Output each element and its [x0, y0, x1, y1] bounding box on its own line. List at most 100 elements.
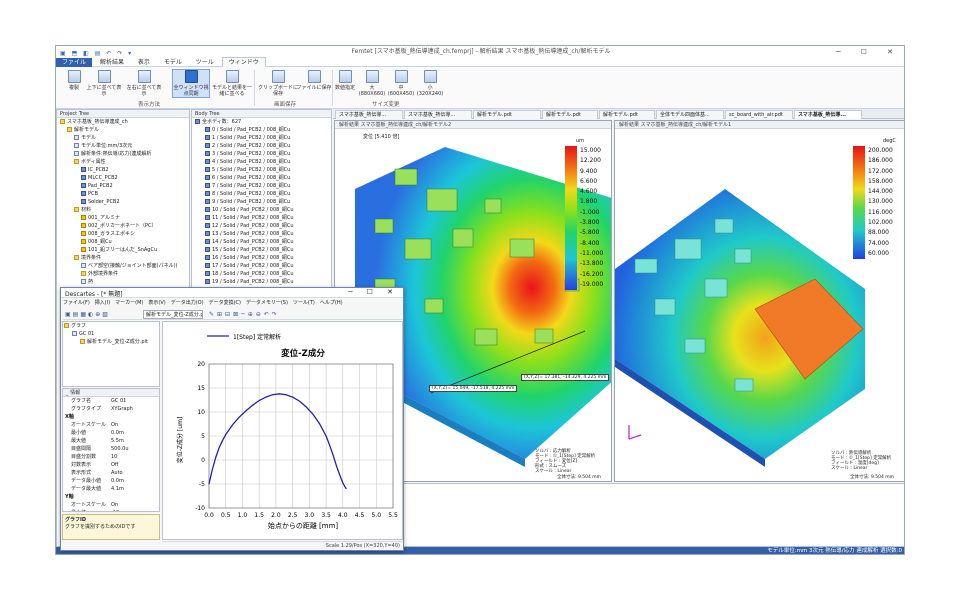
project-tree-item[interactable]: 008_銅Cu [57, 238, 189, 246]
property-row[interactable]: グラフタイプ XYGraph [63, 405, 159, 413]
body-tree-item[interactable]: 19 / Solid / Pad_PCB2 / 008_銅Cu [192, 278, 331, 286]
menu-file[interactable]: ファイル [56, 58, 93, 68]
project-tree-item[interactable]: 境界条件 [57, 254, 189, 262]
model-result-button[interactable]: モデルと結果を一緒に並べる [211, 70, 253, 97]
small-size-button[interactable]: 小(320X240) [415, 70, 445, 97]
menu-window[interactable]: ウィンドウ [221, 57, 266, 67]
descartes-menu-item[interactable]: ヘルプ(H) [319, 300, 343, 306]
descartes-menu-item[interactable]: ツール(T) [292, 300, 315, 306]
result-view-temperature[interactable]: 解析結果 スマホ基板_熱伝導連成_ch/解析モデル1 [614, 120, 904, 482]
property-row[interactable]: 最小値 0.0m [63, 429, 159, 437]
dataset-select[interactable]: 解析モデル_変位-Z成分.p [143, 310, 203, 319]
doc-tab[interactable]: 全体モデル四面体基... [656, 110, 724, 119]
descartes-menu-item[interactable]: データメモリー(S) [245, 300, 288, 306]
project-tree-item[interactable]: モデル [57, 134, 189, 142]
project-tree-item[interactable]: Pad_PCB2 [57, 182, 189, 190]
project-tree-item[interactable]: スマホ基板_熱伝導連成_ch [57, 118, 189, 126]
chart-area[interactable]: 1[Step] 定常解析 変位-Z成分 始点からの距離 [mm] 変位-Z成分 … [162, 321, 403, 540]
property-row[interactable]: 対数表示 Off [63, 461, 159, 469]
property-row[interactable]: オートスケール On [63, 421, 159, 429]
body-tree-item[interactable]: 17 / Solid / Pad_PCB2 / 008_銅Cu [192, 262, 331, 270]
body-tree-item[interactable]: 8 / Solid / Pad_PCB2 / 008_銅Cu [192, 190, 331, 198]
project-tree-item[interactable]: 101_鉛フリーはんだ_SnAgCu [57, 246, 189, 254]
body-tree-item[interactable]: 5 / Solid / Pad_PCB2 / 008_銅Cu [192, 166, 331, 174]
project-tree-item[interactable]: モデル単位:mm/3次元 [57, 142, 189, 150]
body-tree-item[interactable]: 10 / Solid / Pad_PCB2 / 008_銅Cu [192, 206, 331, 214]
doc-tab[interactable]: sc_board_with_air.pdt [725, 110, 793, 119]
toolbar-icons[interactable]: ▣▤▦◐⊕▧ [65, 311, 110, 318]
window-controls[interactable]: ─ ☐ ✕ [836, 48, 902, 56]
project-tree-item[interactable]: Solder_PCB2 [57, 198, 189, 206]
menu-model[interactable]: モデル [163, 59, 182, 66]
descartes-menu-item[interactable]: 挿入(I) [94, 300, 111, 306]
large-size-button[interactable]: 大(880X660) [357, 70, 387, 97]
doc-tab[interactable]: 解析モデル.pdt [599, 110, 655, 119]
property-row[interactable]: データ最小値 0.0m [63, 477, 159, 485]
property-row[interactable]: 最大値 5.5m [63, 437, 159, 445]
descartes-window-controls[interactable]: ─ ☐ ✕ [348, 288, 399, 296]
file-save-button[interactable]: ファイルに保存 [296, 70, 332, 91]
body-tree-item[interactable]: 11 / Solid / Pad_PCB2 / 008_銅Cu [192, 214, 331, 222]
descartes-menu-item[interactable]: ファイル(F) [63, 300, 90, 306]
menu-view[interactable]: 表示 [137, 59, 150, 66]
body-tree-item[interactable]: 12 / Solid / Pad_PCB2 / 008_銅Cu [192, 222, 331, 230]
doc-tab[interactable]: 解析モデル.pdt [473, 110, 541, 119]
body-tree-item[interactable]: 4 / Solid / Pad_PCB2 / 008_銅Cu [192, 158, 331, 166]
project-tree-item[interactable]: 熱 [57, 278, 189, 286]
sync-view-button[interactable]: 全ウィンドウ視点同期 [172, 69, 210, 98]
body-tree-item[interactable]: 3 / Solid / Pad_PCB2 / 008_銅Cu [192, 150, 331, 158]
project-tree-item[interactable]: IC_PCB2 [57, 166, 189, 174]
body-tree-item[interactable]: 9 / Solid / Pad_PCB2 / 008_銅Cu [192, 198, 331, 206]
property-row[interactable]: 最小値-10u [63, 509, 159, 511]
body-tree-item[interactable]: 15 / Solid / Pad_PCB2 / 008_銅Cu [192, 246, 331, 254]
body-tree-item[interactable]: 6 / Solid / Pad_PCB2 / 008_銅Cu [192, 174, 331, 182]
project-tree-item[interactable]: ボディ属性 [57, 158, 189, 166]
medium-size-button[interactable]: 中(600X450) [386, 70, 416, 97]
menu-tool[interactable]: ツール [195, 59, 214, 66]
doc-tab[interactable]: 解析モデル.pdt [542, 110, 598, 119]
project-tree-item[interactable]: PCB [57, 190, 189, 198]
body-tree-item[interactable]: 1 / Solid / Pad_PCB2 / 008_銅Cu [192, 134, 331, 142]
descartes-menu-item[interactable]: データ変換(C) [208, 300, 241, 306]
descartes-menu-item[interactable]: データ出力(O) [170, 300, 204, 306]
property-row[interactable]: 目盛分割数 10 [63, 453, 159, 461]
zoom-tools[interactable]: ✎⊞⊟⊠─⊕⊖↶↷ [209, 311, 280, 318]
body-tree-item[interactable]: 13 / Solid / Pad_PCB2 / 008_銅Cu [192, 230, 331, 238]
project-tree-item[interactable]: 008_ガラスエポキシ [57, 230, 189, 238]
property-row[interactable]: データ最大値 4.1m [63, 485, 159, 493]
menu-result[interactable]: 解析結果 [99, 59, 124, 66]
output-panel[interactable] [334, 483, 904, 547]
project-tree-item[interactable]: 002_ポリカーボネート（PC） [57, 222, 189, 230]
descartes-menu-item[interactable]: マーカー(M) [115, 300, 144, 306]
doc-tab-active[interactable]: スマホ基板_熱伝導... [794, 110, 862, 119]
project-tree-item[interactable]: 解析条件:熱伝導/応力(連成解析 [57, 150, 189, 158]
tree-dataset[interactable]: 解析モデル_変位-Z成分.plt [63, 338, 159, 346]
project-tree-item[interactable]: 材料 [57, 206, 189, 214]
tile-horizontal-button[interactable]: 左右に並べて表示 [126, 70, 162, 97]
tree-gc01[interactable]: GC 01 [63, 330, 159, 338]
body-tree-item[interactable]: 全ボディ数：627 [192, 118, 331, 126]
body-tree-item[interactable]: 0 / Solid / Pad_PCB2 / 008_銅Cu [192, 126, 331, 134]
property-row[interactable]: X軸 [63, 413, 159, 421]
copy-button[interactable]: 複製 [56, 70, 92, 91]
body-tree-item[interactable]: 18 / Solid / Pad_PCB2 / 008_銅Cu [192, 270, 331, 278]
project-tree-item[interactable]: 001_アルミナ [57, 214, 189, 222]
property-row[interactable]: 表示形式 Auto [63, 469, 159, 477]
body-tree-item[interactable]: 14 / Solid / Pad_PCB2 / 008_銅Cu [192, 238, 331, 246]
body-tree-item[interactable]: 16 / Solid / Pad_PCB2 / 008_銅Cu [192, 254, 331, 262]
project-tree-item[interactable]: 外部境界条件 [57, 270, 189, 278]
body-tree-item[interactable]: 2 / Solid / Pad_PCB2 / 008_銅Cu [192, 142, 331, 150]
numeric-size-button[interactable]: 数値指定 [331, 70, 359, 91]
property-row[interactable]: Y軸 [63, 493, 159, 501]
descartes-menu-item[interactable]: 表示(V) [148, 300, 166, 306]
tree-graph-root[interactable]: グラフ [63, 322, 159, 330]
property-row[interactable]: グラフ名 GC 01 [63, 397, 159, 405]
quick-access-toolbar[interactable]: ▣ ⬒ ◧ ▤ ↶ ↷ ▾ [60, 50, 134, 57]
property-row[interactable]: オートスケール On [63, 501, 159, 509]
project-tree-item[interactable]: MLCC_PCB2 [57, 174, 189, 182]
clipboard-save-button[interactable]: クリップボードに保存 [258, 70, 298, 97]
property-row[interactable]: 目盛間隔 500.0u [63, 445, 159, 453]
doc-tab[interactable]: スマホ基板_熱伝導... [335, 110, 403, 119]
tile-vertical-button[interactable]: 上下に並べて表示 [86, 70, 122, 97]
body-tree-item[interactable]: 7 / Solid / Pad_PCB2 / 008_銅Cu [192, 182, 331, 190]
